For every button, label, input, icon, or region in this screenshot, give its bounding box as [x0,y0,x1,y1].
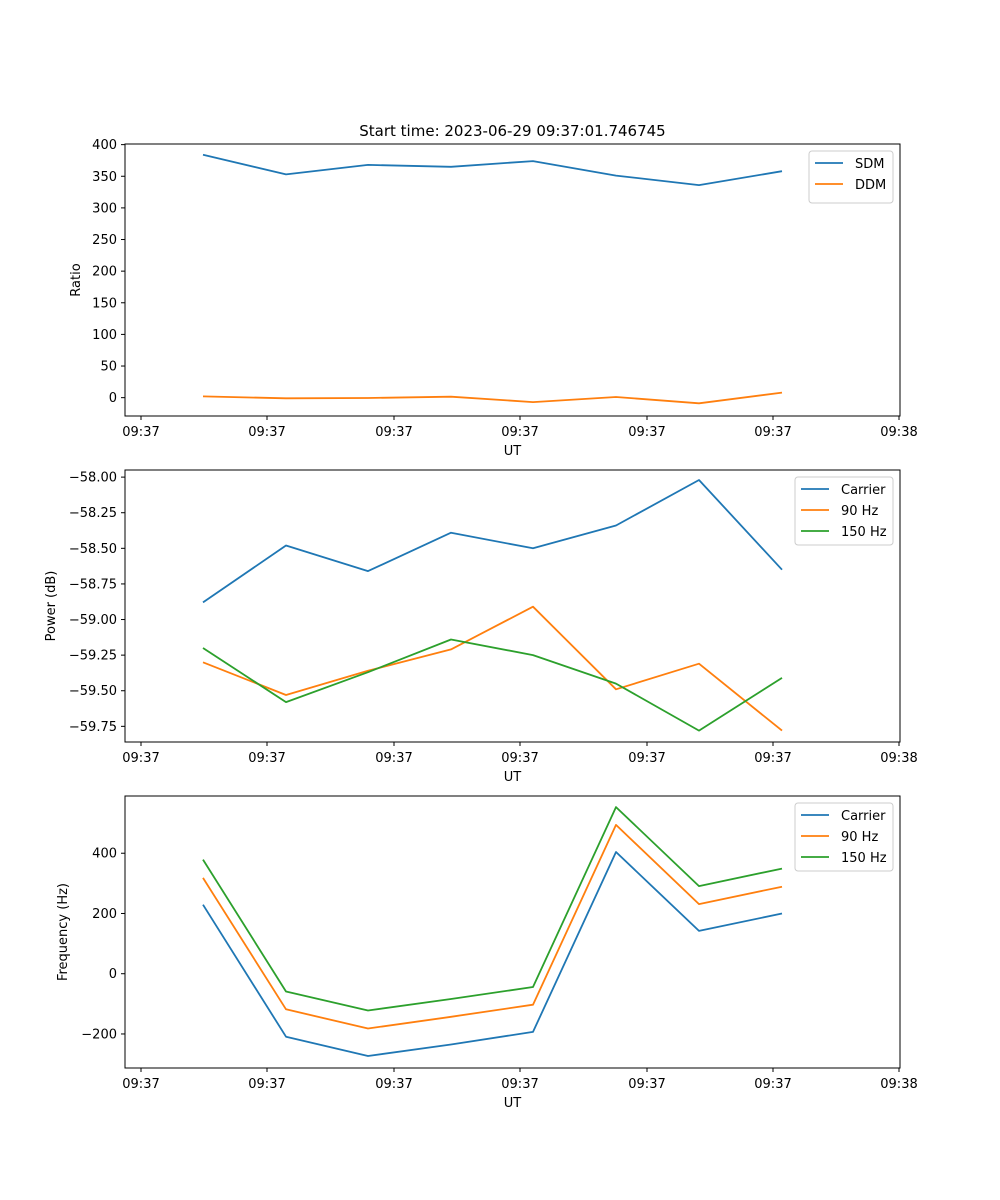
legend: Carrier 90 Hz 150 Hz [794,476,894,546]
y-tick-label: 150 [92,296,117,311]
x-tick-label: 09:37 [628,425,665,440]
x-tick-label: 09:37 [375,751,412,766]
x-tick-label: 09:37 [248,425,285,440]
x-tick-label: 09:37 [375,425,412,440]
legend-label: 90 Hz [841,830,878,845]
x-tick-label: 09:37 [501,425,538,440]
series-line-sdm [202,153,783,187]
x-tick-label: 09:38 [880,751,917,766]
y-tick-label: −59.50 [69,684,117,699]
x-tick-label: 09:37 [248,751,285,766]
y-tick-label: −58.25 [69,506,117,521]
x-tick-label: 09:37 [375,1077,412,1092]
series-line-90-hz [202,605,783,732]
x-tick-label: 09:37 [122,751,159,766]
y-tick-label: 350 [92,170,117,185]
legend-label: 90 Hz [841,504,878,519]
y-tick-label: 200 [92,265,117,280]
y-tick-label: 400 [92,847,117,862]
chart-panel-3: 09:37 09:37 09:37 09:37 09:37 09:37 09:38 −200 0… [56,795,918,1111]
chart-panel-2: 09:37 09:37 09:37 09:37 09:37 09:37 09:38 −58.0… [44,469,918,785]
chart-title: Start time: 2023-06-29 09:37:01.746745 [359,122,665,140]
x-axis-label: UT [504,770,522,785]
series-line-ddm [202,391,783,405]
y-tick-label: −58.50 [69,542,117,557]
series-line-carrier [202,479,783,604]
x-tick-label: 09:37 [248,1077,285,1092]
legend: SDM DDM [808,150,894,204]
y-tick-label: −200 [81,1027,117,1042]
y-axis-label: Ratio [69,263,84,296]
series-line-150-hz [202,806,783,1012]
y-tick-label: 400 [92,138,117,153]
x-tick-label: 09:37 [501,751,538,766]
series-line-90-hz [202,824,783,1030]
legend-box [808,150,894,204]
series-line-150-hz [202,638,783,732]
legend-label: Carrier [841,483,886,498]
legend-label: SDM [855,157,884,172]
y-tick-label: 250 [92,233,117,248]
x-tick-label: 09:38 [880,1077,917,1092]
y-tick-label: 200 [92,907,117,922]
legend: Carrier 90 Hz 150 Hz [794,802,894,872]
axes-frame [124,469,901,743]
y-tick-label: 300 [92,201,117,216]
y-tick-label: 0 [109,391,117,406]
x-tick-label: 09:37 [501,1077,538,1092]
x-tick-label: 09:38 [880,425,917,440]
legend-label: 150 Hz [841,525,887,540]
legend-box [794,802,894,872]
x-tick-label: 09:37 [122,1077,159,1092]
y-tick-label: −59.00 [69,613,117,628]
axes-frame [124,795,901,1069]
y-axis-label: Power (dB) [44,571,59,642]
x-tick-label: 09:37 [754,751,791,766]
legend-label: 150 Hz [841,851,887,866]
legend-label: Carrier [841,809,886,824]
chart-panel-1: 09:37 09:37 09:37 09:37 09:37 09:37 09:38 0 50 10… [69,138,918,459]
x-tick-label: 09:37 [754,425,791,440]
series-line-carrier [202,851,783,1057]
x-tick-label: 09:37 [628,751,665,766]
x-axis-label: UT [504,444,522,459]
y-axis-label: Frequency (Hz) [56,883,71,981]
axes-frame [124,143,901,417]
y-tick-label: 0 [109,967,117,982]
y-tick-label: 100 [92,328,117,343]
x-axis-label: UT [504,1096,522,1111]
y-tick-label: 50 [100,360,117,375]
legend-box [794,476,894,546]
legend-label: DDM [855,178,886,193]
y-tick-label: −59.25 [69,649,117,664]
x-tick-label: 09:37 [628,1077,665,1092]
x-tick-label: 09:37 [754,1077,791,1092]
y-tick-label: −59.75 [69,720,117,735]
y-tick-label: −58.75 [69,577,117,592]
x-tick-label: 09:37 [122,425,159,440]
y-tick-label: −58.00 [69,471,117,486]
